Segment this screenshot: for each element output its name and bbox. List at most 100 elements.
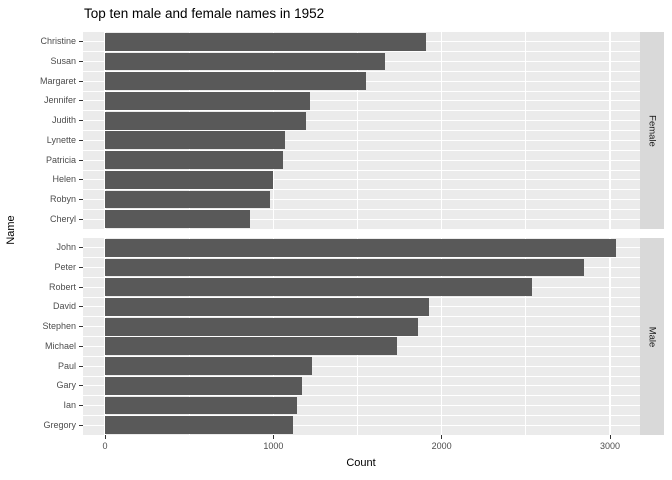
bar-david xyxy=(105,298,430,316)
y-tick-mark xyxy=(79,120,83,122)
y-boundary-gridline xyxy=(83,296,640,298)
y-tick-label: Susan xyxy=(50,56,76,67)
bar-cheryl xyxy=(105,210,250,228)
y-major-gridline xyxy=(83,424,640,426)
y-tick-label: Lynette xyxy=(46,134,76,145)
y-boundary-gridline xyxy=(83,71,640,72)
y-tick-mark xyxy=(79,159,83,161)
x-tick-label: 0 xyxy=(102,441,108,451)
y-tick-mark xyxy=(79,218,83,220)
y-tick-mark xyxy=(79,198,83,200)
y-boundary-gridline xyxy=(83,336,640,337)
bar-jennifer xyxy=(105,92,311,110)
y-major-gridline xyxy=(83,100,640,102)
bar-helen xyxy=(105,170,274,189)
y-major-gridline xyxy=(83,198,640,200)
bar-margaret xyxy=(105,72,366,91)
y-boundary-gridline xyxy=(83,257,640,259)
facet-panel-female xyxy=(83,32,640,229)
y-boundary-gridline xyxy=(83,130,640,131)
y-tick-mark xyxy=(79,80,83,82)
y-tick-label: Paul xyxy=(57,360,76,371)
y-tick-label: Michael xyxy=(44,340,76,351)
y-tick-mark xyxy=(79,345,83,347)
y-tick-label: David xyxy=(52,301,76,312)
x-tick-mark xyxy=(609,435,611,439)
bar-gary xyxy=(105,376,302,395)
y-tick-mark xyxy=(79,100,83,102)
y-boundary-gridline xyxy=(83,110,640,112)
y-major-gridline xyxy=(83,218,640,220)
y-major-gridline xyxy=(83,365,640,367)
y-major-gridline xyxy=(83,385,640,387)
y-tick-label: Gary xyxy=(56,380,76,391)
y-major-gridline xyxy=(83,139,640,141)
bar-stephen xyxy=(105,317,419,336)
y-tick-mark xyxy=(79,306,83,308)
y-tick-label: Stephen xyxy=(42,321,76,332)
y-tick-label: Jennifer xyxy=(43,95,76,106)
y-boundary-gridline xyxy=(83,355,640,357)
y-major-gridline xyxy=(83,404,640,406)
y-major-gridline xyxy=(83,159,640,161)
y-tick-mark xyxy=(79,385,83,387)
y-tick-label: Christine xyxy=(40,36,76,47)
y-tick-label: Robyn xyxy=(49,193,76,204)
y-boundary-gridline xyxy=(83,208,640,210)
y-boundary-gridline xyxy=(83,375,640,377)
y-tick-mark xyxy=(79,365,83,367)
y-tick-mark xyxy=(79,424,83,426)
facet-strip-male: Male xyxy=(640,238,664,435)
y-tick-label: Robert xyxy=(48,281,76,292)
y-boundary-gridline xyxy=(83,316,640,318)
bar-ian xyxy=(105,396,297,415)
y-tick-mark xyxy=(79,286,83,288)
y-tick-mark xyxy=(79,41,83,43)
bar-judith xyxy=(105,111,307,130)
y-boundary-gridline xyxy=(83,90,640,92)
chart-title: Top ten male and female names in 1952 xyxy=(84,6,325,21)
bar-susan xyxy=(105,52,386,71)
y-tick-label: Judith xyxy=(51,115,76,126)
x-tick-mark xyxy=(104,435,106,439)
y-tick-label: Peter xyxy=(54,262,76,273)
facet-strip-female: Female xyxy=(640,32,664,229)
x-tick-label: 2000 xyxy=(431,441,452,451)
y-tick-mark xyxy=(79,61,83,63)
bar-gregory xyxy=(105,416,293,434)
x-tick-mark xyxy=(441,435,443,439)
y-tick-label: Patricia xyxy=(45,154,76,165)
bar-patricia xyxy=(105,151,284,169)
y-boundary-gridline xyxy=(83,149,640,151)
facet-strip-label: Female xyxy=(646,114,658,147)
y-tick-mark xyxy=(79,139,83,141)
y-boundary-gridline xyxy=(83,51,640,53)
y-tick-mark xyxy=(79,267,83,269)
y-boundary-gridline xyxy=(83,169,640,171)
y-tick-label: Gregory xyxy=(43,419,76,430)
bar-robert xyxy=(105,278,532,297)
bar-michael xyxy=(105,337,398,356)
y-major-gridline xyxy=(83,120,640,122)
bar-paul xyxy=(105,357,313,375)
facet-panel-male xyxy=(83,238,640,435)
x-tick-mark xyxy=(272,435,274,439)
facet-strip-label: Male xyxy=(646,326,658,347)
y-tick-label: Ian xyxy=(63,399,76,410)
y-boundary-gridline xyxy=(83,277,640,278)
x-tick-label: 1000 xyxy=(263,441,284,451)
bar-robyn xyxy=(105,190,270,209)
bar-christine xyxy=(105,32,426,51)
y-boundary-gridline xyxy=(83,395,640,396)
x-axis-title: Count xyxy=(346,457,376,469)
y-tick-mark xyxy=(79,404,83,406)
y-tick-mark xyxy=(79,326,83,328)
y-tick-label: Cheryl xyxy=(49,213,76,224)
bar-lynette xyxy=(105,131,286,150)
y-tick-label: John xyxy=(56,242,76,253)
y-tick-label: Margaret xyxy=(39,75,76,86)
y-boundary-gridline xyxy=(83,189,640,190)
y-tick-mark xyxy=(79,247,83,249)
bar-john xyxy=(105,238,616,257)
